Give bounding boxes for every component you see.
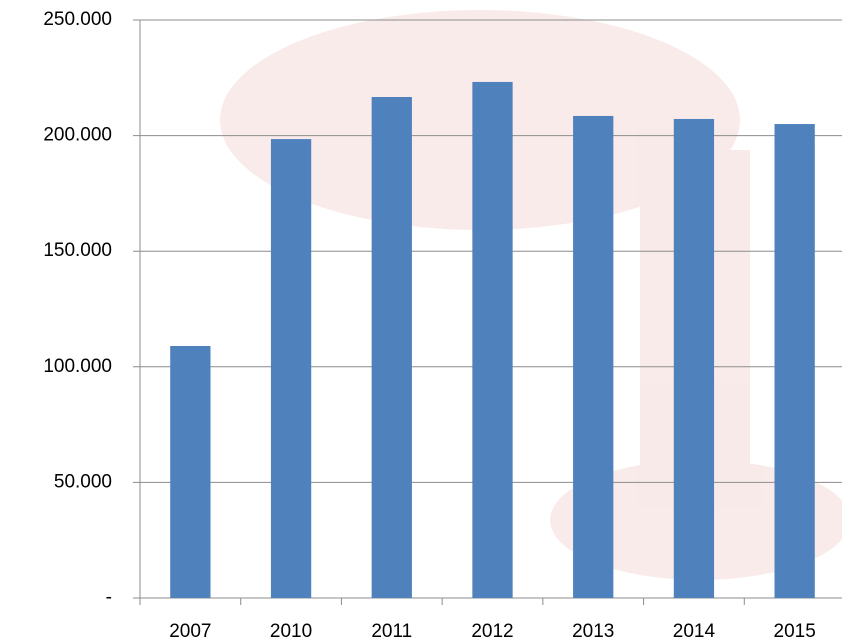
bar <box>270 139 312 598</box>
y-tick-label: 250.000 <box>43 9 112 30</box>
y-tick-label: 150.000 <box>43 240 112 261</box>
watermark <box>220 10 842 580</box>
y-tick-label: - <box>106 587 112 608</box>
y-tick-label: 200.000 <box>43 125 112 146</box>
x-tick-label: 2011 <box>371 621 412 642</box>
bar <box>170 345 211 598</box>
x-tick-label: 2014 <box>673 621 716 642</box>
x-tick-label: 2013 <box>572 621 614 642</box>
bar <box>673 118 715 598</box>
y-tick-label: 50.000 <box>54 471 112 492</box>
x-tick-label: 2012 <box>471 621 513 642</box>
bar <box>472 81 513 598</box>
x-tick-label: 2015 <box>774 621 816 642</box>
y-tick-label: 100.000 <box>43 356 112 377</box>
bar <box>573 115 614 598</box>
bar <box>774 124 815 598</box>
x-tick-label: 2010 <box>270 621 312 642</box>
bar <box>371 96 412 599</box>
x-tick-label: 2007 <box>169 621 211 642</box>
